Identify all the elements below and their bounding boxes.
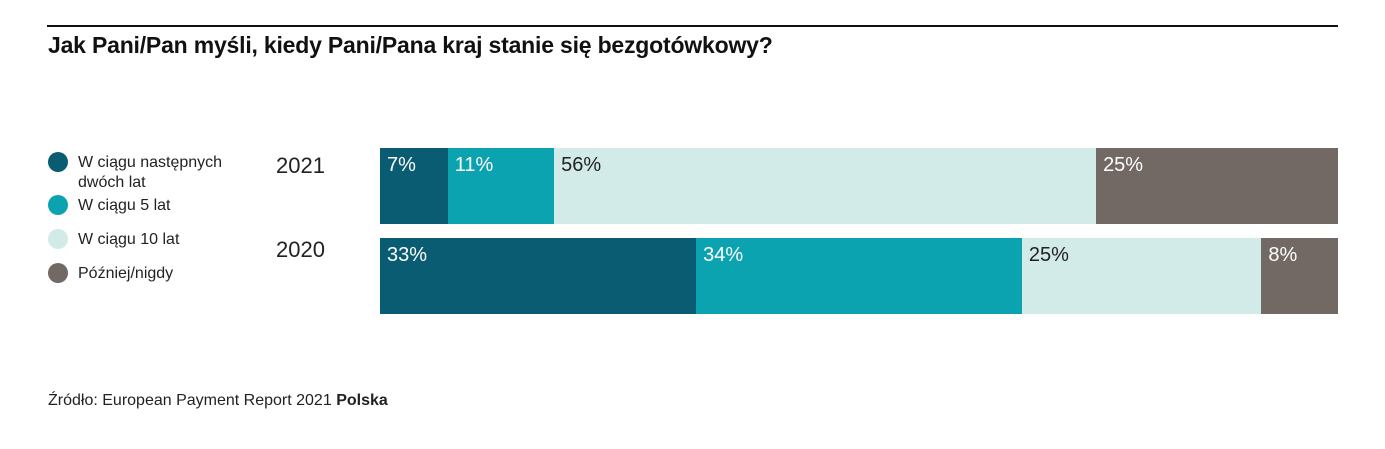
legend-item-next-two-years: W ciągu następnych dwóch lat xyxy=(48,152,268,192)
legend-item-five-years: W ciągu 5 lat xyxy=(48,195,268,221)
legend-item-ten-years: W ciągu 10 lat xyxy=(48,229,268,255)
bar-segment: 8% xyxy=(1261,238,1338,314)
bar-segment: 7% xyxy=(380,148,448,224)
bar-segment: 11% xyxy=(447,148,555,224)
data-label: 7% xyxy=(387,154,416,176)
bar-row-2021: 7% 11% 56% 25% xyxy=(380,148,1338,224)
legend-label: Później/nigdy xyxy=(78,265,174,282)
source-country: Polska xyxy=(336,392,388,409)
legend-label: W ciągu następnych dwóch lat xyxy=(78,154,223,191)
bar-segment: 34% xyxy=(696,238,1022,314)
source-note: Źródło: European Payment Report 2021 Pol… xyxy=(48,392,388,410)
year-label-2020: 2020 xyxy=(276,237,325,262)
source-text: Źródło: European Payment Report 2021 xyxy=(48,392,332,409)
top-rule xyxy=(47,25,1338,27)
bar-row-2020: 33% 34% 25% 8% xyxy=(380,238,1338,314)
legend-swatch xyxy=(48,229,68,249)
year-label-2021: 2021 xyxy=(276,153,325,178)
legend-item-later-never: Później/nigdy xyxy=(48,263,268,289)
legend-swatch xyxy=(48,195,68,215)
legend: W ciągu następnych dwóch lat W ciągu 5 l… xyxy=(48,152,268,297)
legend-swatch xyxy=(48,263,68,283)
legend-swatch xyxy=(48,152,68,172)
bar-segment: 56% xyxy=(554,148,1097,224)
bar-segment: 25% xyxy=(1021,238,1262,314)
data-label: 33% xyxy=(387,244,428,266)
chart-title: Jak Pani/Pan myśli, kiedy Pani/Pana kraj… xyxy=(48,32,773,58)
legend-label: W ciągu 5 lat xyxy=(78,197,171,214)
bar-segment: 25% xyxy=(1096,148,1338,224)
data-label: 25% xyxy=(1103,154,1144,176)
data-label: 11% xyxy=(454,154,494,176)
bar-segment: 33% xyxy=(380,238,697,314)
data-label: 8% xyxy=(1268,244,1298,266)
data-label: 34% xyxy=(703,244,744,266)
data-label: 56% xyxy=(561,154,602,176)
data-label: 25% xyxy=(1028,244,1069,266)
legend-label: W ciągu 10 lat xyxy=(78,231,180,248)
